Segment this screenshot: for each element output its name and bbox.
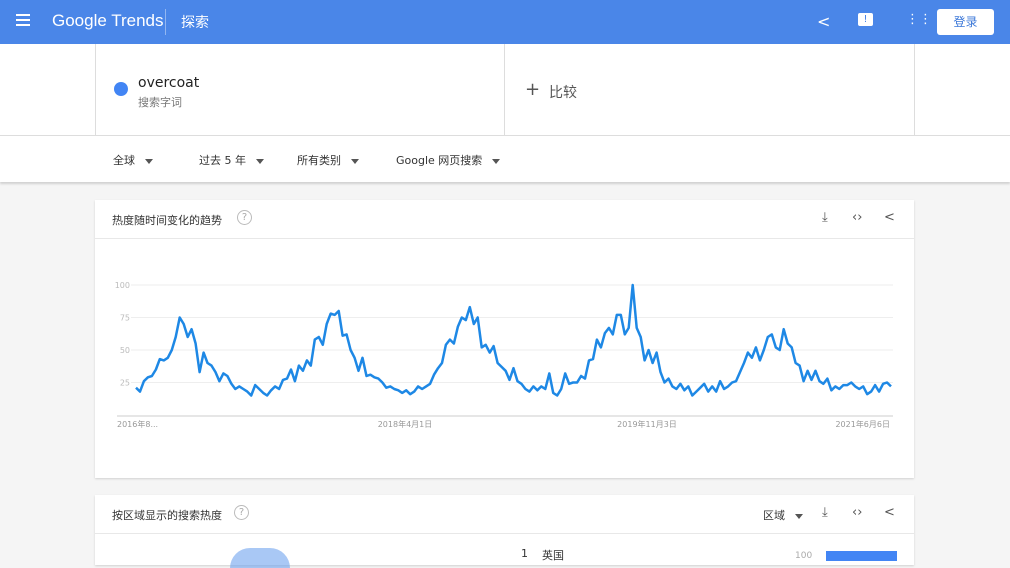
interest-over-time-card: 热度随时间变化的趋势 ? ⤓ ‹› < 100 75 50 25 2016年8... 20… — [95, 200, 914, 478]
region-dropdown[interactable]: 区域 — [763, 507, 803, 523]
caret-down-icon — [795, 513, 803, 519]
y-tick-label: 25 — [120, 379, 130, 388]
card-title: 热度随时间变化的趋势 — [112, 214, 222, 227]
y-tick-label: 50 — [120, 346, 130, 355]
compare-label: 比较 — [549, 85, 577, 101]
page-title: 探索 — [181, 15, 209, 31]
filter-label: 所有类别 — [297, 154, 341, 167]
share-icon[interactable]: < — [884, 210, 895, 225]
caret-down-icon — [351, 158, 359, 164]
card-header: 按区域显示的搜索热度 ? 区域 ⤓ ‹› < — [95, 495, 914, 534]
compare-button[interactable]: + 比较 — [505, 44, 915, 136]
filter-category[interactable]: 所有类别 — [297, 152, 359, 168]
search-row: overcoat 搜索字词 + 比较 — [0, 44, 1010, 136]
x-tick-label: 2018年4月1日 — [378, 419, 433, 429]
filter-label: 全球 — [113, 154, 135, 167]
share-icon[interactable]: < — [884, 505, 895, 520]
help-icon[interactable]: ? — [234, 505, 249, 520]
download-icon[interactable]: ⤓ — [822, 210, 828, 225]
caret-down-icon — [256, 158, 264, 164]
x-tick-label: 2021年6月6日 — [835, 419, 890, 429]
interest-by-region-card: 按区域显示的搜索热度 ? 区域 ⤓ ‹› < 1 英国 100 — [95, 495, 914, 568]
region-value: 100 — [795, 551, 813, 561]
filter-bar: 全球 过去 5 年 所有类别 Google 网页搜索 — [0, 136, 1010, 182]
dropdown-label: 区域 — [763, 509, 785, 522]
search-term[interactable]: overcoat 搜索字词 — [95, 44, 505, 136]
caret-down-icon — [492, 158, 501, 164]
filter-search-type[interactable]: Google 网页搜索 — [396, 152, 501, 168]
embed-icon[interactable]: ‹› — [852, 505, 863, 520]
x-tick-label: 2019年11月3日 — [617, 419, 677, 429]
filter-time[interactable]: 过去 5 年 — [199, 152, 264, 168]
top-bar: Google Trends 探索 < ! ⋮⋮⋮ 登录 — [0, 0, 1010, 44]
region-map[interactable] — [230, 548, 290, 568]
help-icon[interactable]: ? — [237, 210, 252, 225]
logo[interactable]: Google Trends — [52, 11, 164, 30]
filter-label: Google 网页搜索 — [396, 154, 483, 167]
embed-icon[interactable]: ‹› — [852, 210, 863, 225]
term-color-dot — [114, 82, 128, 96]
card-title: 按区域显示的搜索热度 — [112, 509, 222, 522]
caret-down-icon — [145, 158, 153, 164]
term-type: 搜索字词 — [138, 96, 182, 109]
x-tick-label: 2016年8... — [117, 419, 158, 429]
region-name[interactable]: 英国 — [542, 549, 564, 562]
apps-icon[interactable]: ⋮⋮⋮ — [906, 12, 945, 27]
menu-icon[interactable] — [16, 14, 30, 26]
term-name[interactable]: overcoat — [138, 75, 200, 91]
y-tick-label: 75 — [120, 314, 130, 323]
filter-region[interactable]: 全球 — [113, 152, 153, 168]
plus-icon: + — [525, 79, 541, 100]
share-icon[interactable]: < — [817, 12, 831, 31]
card-header: 热度随时间变化的趋势 ? ⤓ ‹› < — [95, 200, 914, 239]
line-chart: 100 75 50 25 2016年8... 2018年4月1日 2019年11月3日 202… — [115, 281, 893, 429]
y-tick-label: 100 — [115, 281, 130, 290]
login-button[interactable]: 登录 — [937, 9, 994, 35]
region-rank: 1 — [521, 547, 528, 560]
filter-label: 过去 5 年 — [199, 154, 246, 167]
region-bar — [826, 551, 897, 561]
divider — [165, 9, 166, 35]
download-icon[interactable]: ⤓ — [822, 505, 828, 520]
series-line-overcoat — [135, 283, 892, 397]
feedback-icon[interactable]: ! — [858, 13, 873, 26]
